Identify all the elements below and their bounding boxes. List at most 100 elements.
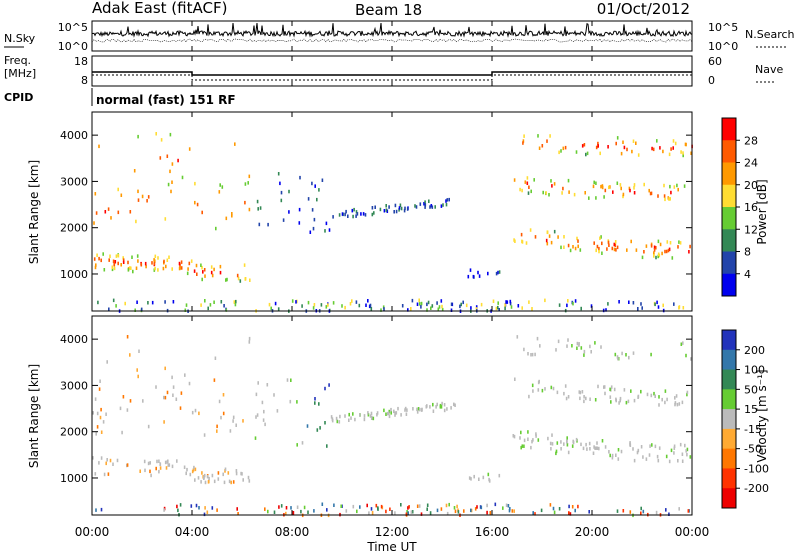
range-cell	[674, 141, 677, 146]
range-cell	[430, 306, 432, 310]
range-cell	[185, 303, 188, 307]
range-cell	[163, 259, 165, 264]
range-cell	[615, 141, 617, 146]
colorbar-swatch	[722, 428, 736, 450]
range-cell	[213, 479, 216, 484]
range-cell	[555, 451, 557, 456]
range-cell	[266, 383, 269, 387]
range-cell	[585, 396, 587, 401]
range-cell	[193, 269, 196, 273]
range-cell	[386, 411, 389, 416]
range-cell	[203, 473, 206, 478]
range-cell	[186, 271, 189, 276]
range-cell	[657, 458, 660, 463]
range-cell	[172, 300, 175, 304]
range-cell	[288, 189, 290, 194]
range-cell	[318, 402, 320, 406]
range-cell	[153, 261, 156, 266]
range-cell	[629, 510, 632, 514]
range-cell	[617, 448, 620, 452]
range-cell	[210, 265, 213, 269]
range-cell	[497, 270, 499, 275]
range-cell	[583, 143, 586, 147]
range-cell	[383, 209, 386, 213]
range-cell	[597, 141, 599, 146]
range-cell	[401, 304, 404, 308]
range-cell	[132, 269, 134, 274]
range-cell	[628, 186, 631, 191]
range-cell	[640, 506, 642, 511]
range-cell	[410, 510, 413, 514]
range-cell	[615, 453, 617, 457]
range-cell	[621, 351, 623, 356]
range-cell	[331, 418, 334, 423]
range-cell	[395, 209, 398, 214]
range-cell	[385, 509, 387, 514]
range-cell	[258, 222, 261, 227]
range-cell	[312, 306, 315, 310]
range-cell	[188, 261, 191, 266]
range-cell	[541, 144, 544, 148]
range-cell	[535, 432, 537, 436]
range-cell	[596, 244, 599, 249]
range-cell	[519, 187, 521, 192]
range-cell	[569, 512, 572, 516]
range-cell	[122, 395, 125, 399]
range-cell	[122, 260, 125, 264]
range-cell	[588, 196, 590, 200]
range-cell	[664, 400, 666, 405]
range-cell	[572, 245, 574, 249]
range-cell	[280, 190, 283, 195]
range-cell	[247, 475, 250, 480]
range-cell	[398, 206, 401, 210]
range-cell	[240, 471, 242, 476]
range-cell	[678, 240, 680, 244]
range-cell	[350, 416, 352, 420]
range-cell	[667, 248, 670, 253]
y-tick-label: 1000	[60, 268, 88, 281]
range-cell	[557, 235, 559, 239]
range-cell	[122, 258, 125, 262]
range-cell	[98, 144, 100, 149]
range-cell	[426, 302, 428, 307]
range-cell	[673, 185, 676, 189]
range-cell	[617, 357, 620, 361]
range-cell	[619, 396, 622, 401]
range-cell	[131, 255, 133, 259]
range-cell	[325, 221, 328, 226]
range-cell	[478, 477, 480, 481]
range-cell	[594, 446, 596, 450]
range-cell	[393, 210, 395, 214]
range-cell	[136, 254, 139, 258]
range-cell	[225, 278, 227, 282]
range-cell	[348, 418, 350, 422]
range-cell	[546, 230, 549, 235]
range-cell	[170, 189, 172, 194]
range-cell	[420, 301, 423, 306]
range-cell	[511, 509, 514, 513]
range-cell	[626, 147, 628, 152]
range-cell	[532, 438, 534, 442]
range-cell	[244, 182, 247, 186]
range-cell	[380, 504, 383, 509]
range-cell	[403, 208, 406, 213]
range-cell	[453, 402, 455, 407]
range-cell	[321, 178, 324, 182]
range-cell	[460, 302, 462, 307]
range-cell	[470, 306, 472, 310]
range-cell	[586, 151, 589, 156]
range-cell	[657, 194, 659, 198]
range-cell	[589, 344, 591, 349]
range-cell	[374, 205, 376, 209]
range-cell	[211, 273, 214, 278]
range-cell	[618, 401, 620, 405]
range-cell	[193, 465, 195, 470]
range-cell	[665, 508, 667, 512]
range-cell	[637, 153, 640, 157]
range-cell	[97, 300, 99, 305]
range-cell	[534, 235, 537, 239]
range-cell	[207, 480, 210, 484]
range-cell	[376, 413, 378, 417]
range-cell	[557, 339, 560, 344]
range-cell	[619, 183, 622, 187]
